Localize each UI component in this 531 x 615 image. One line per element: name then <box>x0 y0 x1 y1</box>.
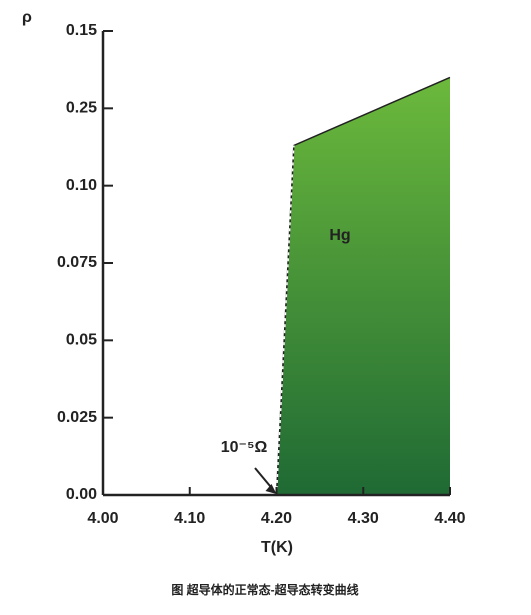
y-tick-label: 0.10 <box>66 177 97 194</box>
x-tick-label: 4.00 <box>87 510 118 527</box>
series-label: Hg <box>329 227 350 244</box>
rise-edge <box>275 145 295 496</box>
arrow-head <box>265 484 277 494</box>
annotation: 10⁻⁵Ω <box>221 439 268 456</box>
y-tick-label: 0.05 <box>66 332 97 349</box>
y-tick-label: 0.15 <box>66 22 97 39</box>
caption: 图 超导体的正常态-超导态转变曲线 <box>171 582 358 597</box>
area-fill <box>103 77 450 496</box>
x-tick-label: 4.10 <box>174 510 205 527</box>
y-tick-label: 0.25 <box>66 100 97 117</box>
x-tick-label: 4.40 <box>434 510 465 527</box>
x-tick-label: 4.20 <box>261 510 292 527</box>
x-tick-label: 4.30 <box>348 510 379 527</box>
y-tick-label: 0.075 <box>57 254 97 271</box>
y-tick-label: 0.025 <box>57 409 97 426</box>
y-axis-label: ρ <box>22 9 32 26</box>
annotation-arrow <box>254 467 274 490</box>
x-axis-label: T(K) <box>261 539 293 556</box>
y-tick-label: 0.00 <box>66 486 97 503</box>
